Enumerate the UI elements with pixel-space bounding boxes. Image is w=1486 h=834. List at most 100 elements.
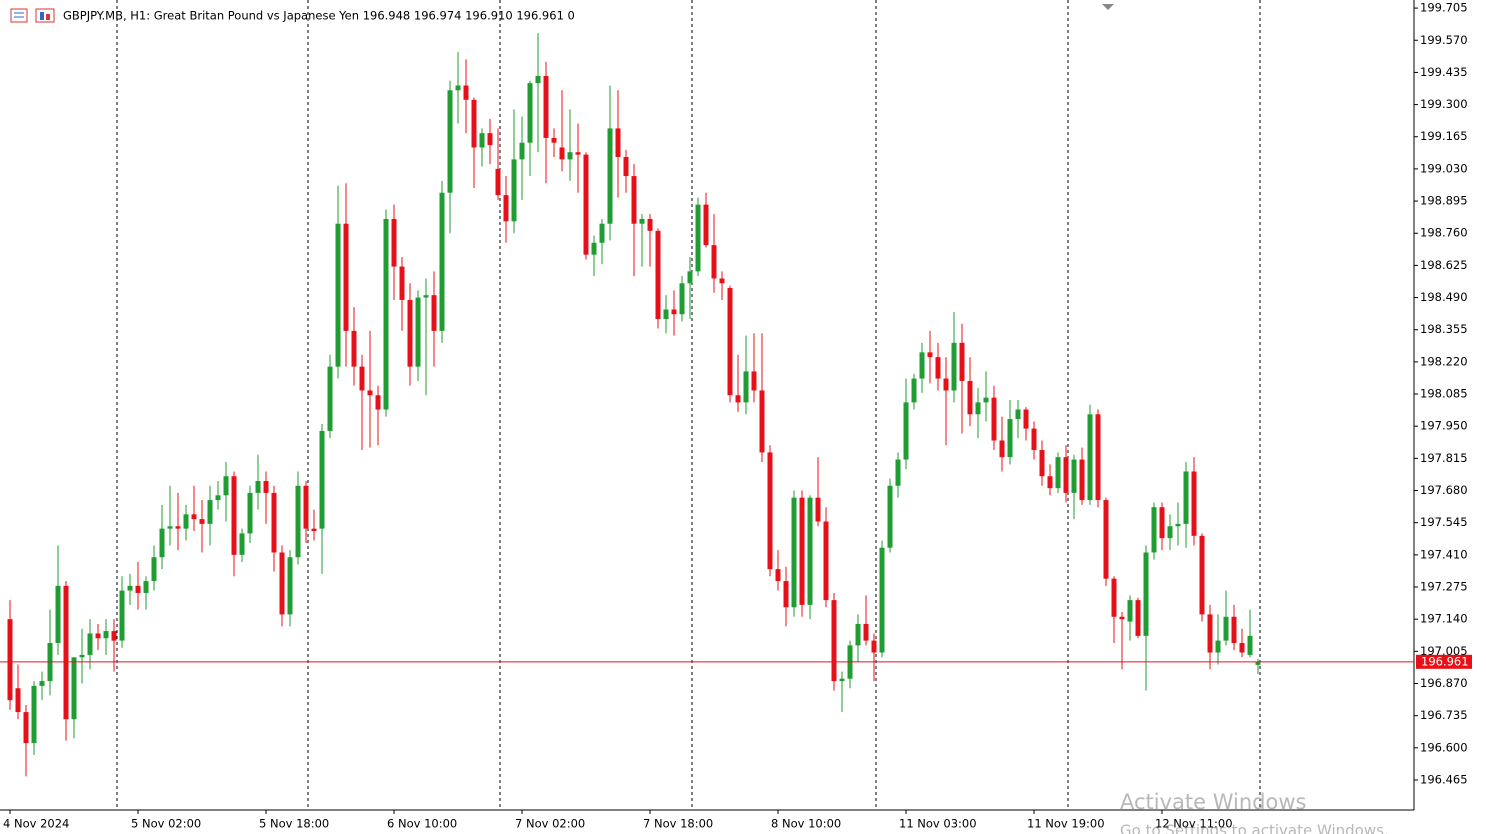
y-tick-label: 196.465 xyxy=(1420,772,1468,786)
candle-body xyxy=(999,440,1005,458)
y-tick-label: 198.490 xyxy=(1420,290,1468,304)
candle-body xyxy=(967,380,973,415)
candle-body xyxy=(927,352,933,358)
candle-body xyxy=(7,619,13,701)
candle-body xyxy=(623,156,629,177)
y-tick-label: 196.870 xyxy=(1420,676,1468,690)
candle-body xyxy=(1215,640,1221,653)
period-separators xyxy=(116,0,1261,810)
y-tick-label: 199.435 xyxy=(1420,65,1468,79)
candle-body xyxy=(815,497,821,522)
header-icons xyxy=(10,8,55,23)
y-tick-label: 197.545 xyxy=(1420,515,1468,529)
candle-body xyxy=(711,245,717,279)
candle-body xyxy=(1207,614,1213,653)
candle-body xyxy=(1239,642,1245,653)
candle-body xyxy=(39,681,45,686)
candle-body xyxy=(319,430,325,529)
candle-body xyxy=(135,585,141,593)
candle-body xyxy=(207,500,213,524)
y-tick-label: 198.895 xyxy=(1420,194,1468,208)
candle-body xyxy=(151,557,157,582)
candle-body xyxy=(791,497,797,608)
y-tick-label: 199.300 xyxy=(1420,97,1468,111)
candle-body xyxy=(975,402,981,415)
candle-body xyxy=(111,631,117,641)
candle-body xyxy=(855,623,861,646)
candle-body xyxy=(559,147,565,160)
candle-body xyxy=(383,218,389,410)
candle-body xyxy=(895,459,901,486)
candle-body xyxy=(1167,526,1173,539)
candle-body xyxy=(471,99,477,148)
current-price-box xyxy=(1416,654,1472,669)
candle-body xyxy=(199,519,205,524)
candle-body xyxy=(943,378,949,391)
y-tick-label: 197.815 xyxy=(1420,451,1468,465)
candle-body xyxy=(631,176,637,224)
y-tick-label: 198.355 xyxy=(1420,322,1468,336)
candle-body xyxy=(1223,616,1229,641)
candle-body xyxy=(95,633,101,639)
candle-body xyxy=(671,309,677,315)
candle-body xyxy=(983,397,989,403)
candle-body xyxy=(1119,616,1125,620)
candle-body xyxy=(1135,600,1141,636)
candle-body xyxy=(447,90,453,193)
candle-body xyxy=(23,712,29,744)
shift-marker xyxy=(1102,4,1114,10)
candle-body xyxy=(959,342,965,381)
candle-body xyxy=(663,309,669,319)
candle-body xyxy=(695,204,701,272)
y-tick-label: 199.165 xyxy=(1420,129,1468,143)
candle-body xyxy=(1199,535,1205,615)
x-tick-label: 11 Nov 03:00 xyxy=(899,817,977,831)
candle-body xyxy=(223,476,229,496)
candle-body xyxy=(1015,409,1021,420)
y-tick-label: 197.275 xyxy=(1420,580,1468,594)
candle-body xyxy=(1055,457,1061,489)
candle-body xyxy=(271,492,277,553)
candle-body xyxy=(1063,457,1069,493)
candle-body xyxy=(295,485,301,558)
watermark: Activate Windows xyxy=(1120,790,1306,814)
candle-body xyxy=(775,569,781,582)
candle-body xyxy=(503,195,509,222)
icon xyxy=(35,8,55,23)
candle-body xyxy=(535,75,541,84)
y-tick-label: 197.005 xyxy=(1420,644,1468,658)
candle-body xyxy=(879,547,885,653)
icon xyxy=(10,8,28,23)
candle-body xyxy=(495,168,501,196)
candle-body xyxy=(687,271,693,284)
candle-body xyxy=(919,352,925,379)
candle-body xyxy=(839,678,845,682)
candle-body xyxy=(583,154,589,255)
candle-body xyxy=(543,75,549,138)
y-tick-label: 198.220 xyxy=(1420,354,1468,368)
candle-body xyxy=(1023,409,1029,429)
y-tick-label: 196.600 xyxy=(1420,740,1468,754)
candle-body xyxy=(263,480,269,493)
x-tick-label: 8 Nov 10:00 xyxy=(771,817,841,831)
candle-body xyxy=(887,485,893,548)
candle-body xyxy=(679,283,685,315)
candle-body xyxy=(423,295,429,298)
candle-body xyxy=(127,585,133,591)
candle-body xyxy=(143,581,149,593)
candle-body xyxy=(703,204,709,246)
candle-body xyxy=(607,128,613,224)
candle-body xyxy=(759,390,765,453)
candle-body xyxy=(279,552,285,615)
candle-body xyxy=(751,371,757,391)
candle-body xyxy=(527,83,533,143)
x-tick-label: 7 Nov 02:00 xyxy=(515,817,585,831)
y-tick-label: 198.085 xyxy=(1420,387,1468,401)
candle-body xyxy=(615,128,621,157)
candle-body xyxy=(911,378,917,403)
candle-body xyxy=(335,223,341,367)
candle-body xyxy=(255,480,261,493)
candle-body xyxy=(1159,507,1165,539)
current-price-label: 196.961 xyxy=(1421,654,1469,668)
